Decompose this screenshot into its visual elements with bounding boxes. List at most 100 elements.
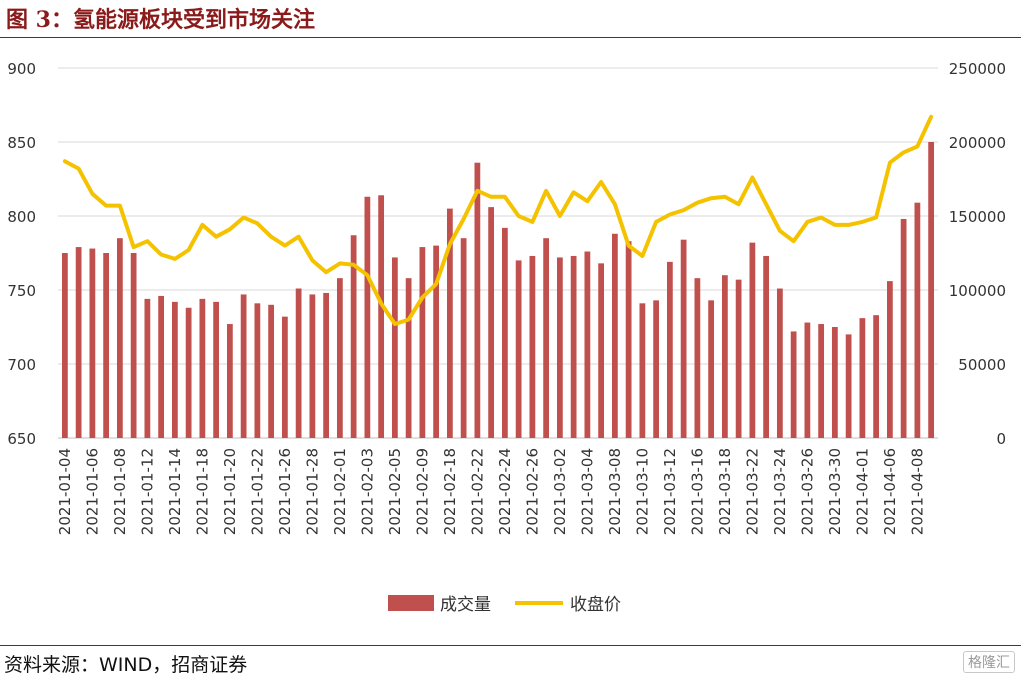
x-tick-label: 2021-03-12 [661,448,679,535]
x-tick-label: 2021-01-26 [276,448,294,535]
right-tick-label: 250000 [949,60,1006,78]
x-tick-label: 2021-02-24 [496,448,514,535]
x-tick-label: 2021-03-24 [771,448,789,535]
volume-bar [556,257,563,438]
volume-bar [735,279,742,438]
x-tick-label: 2021-02-01 [331,448,349,535]
x-tick-label: 2021-02-03 [358,448,376,535]
volume-bar [116,238,123,438]
x-tick-label: 2021-03-08 [606,448,624,535]
volume-bar [680,239,687,438]
x-tick-label: 2021-01-14 [166,448,184,535]
volume-bar [653,300,660,438]
volume-bar [543,238,550,438]
x-tick-label: 2021-01-20 [221,448,239,535]
x-tick-label: 2021-01-06 [83,448,101,535]
legend-bar-label: 成交量 [440,595,491,615]
volume-bar [598,263,605,438]
volume-bar [666,261,673,438]
volume-bar [831,327,838,438]
close-price-series [62,114,934,326]
x-tick-label: 2021-01-04 [56,448,74,535]
x-axis: 2021-01-04 2021-01-06 2021-01-08 2021-01-12… [56,448,927,535]
figure-title: 图 3：氢能源板块受到市场关注 [6,7,315,33]
legend-bar-swatch [388,595,434,611]
x-tick-label: 2021-04-06 [881,448,899,535]
volume-bar [928,142,935,438]
left-tick-label: 650 [7,430,36,448]
x-tick-label: 2021-03-30 [826,448,844,535]
volume-bar [694,278,701,438]
title-divider [0,37,1021,38]
volume-bar [488,207,495,438]
volume-bar [845,334,852,438]
volume-bar [873,315,880,438]
x-tick-label: 2021-04-08 [908,448,926,535]
volume-bar [268,304,275,438]
volume-bar [323,292,330,438]
watermark-logo: 格隆汇 [963,651,1015,673]
volume-bar [886,281,893,438]
volume-bar [419,247,426,438]
x-tick-label: 2021-01-28 [303,448,321,535]
volume-bar [433,245,440,438]
volume-bar [460,238,467,438]
volume-bar [350,235,357,438]
legend-line-label: 收盘价 [570,595,621,615]
x-tick-label: 2021-02-26 [523,448,541,535]
volume-bars [61,142,935,438]
x-tick-label: 2021-02-05 [386,448,404,535]
x-tick-label: 2021-04-01 [853,448,871,535]
right-tick-label: 50000 [958,356,1006,374]
volume-bar [501,227,508,438]
right-tick-label: 200000 [949,134,1006,152]
source-note: 资料来源：WIND，招商证券 [4,654,248,676]
volume-bar [639,303,646,438]
volume-bar [474,162,481,438]
x-tick-label: 2021-02-09 [413,448,431,535]
x-tick-label: 2021-01-08 [111,448,129,535]
volume-bar [158,295,165,438]
volume-bar [185,307,192,438]
volume-bar [859,318,866,438]
volume-bar [378,195,385,438]
x-tick-label: 2021-03-04 [578,448,596,535]
right-tick-label: 150000 [949,208,1006,226]
x-tick-label: 2021-01-12 [138,448,156,535]
x-tick-label: 2021-03-26 [798,448,816,535]
volume-bar [89,248,96,438]
volume-bar [625,241,632,438]
volume-bar [611,233,618,438]
volume-bar [790,331,797,438]
right-axis: 0 50000 100000 150000 200000 250000 [949,60,1006,448]
volume-bar [130,253,137,438]
volume-bar [818,324,825,438]
x-tick-label: 2021-03-02 [551,448,569,535]
x-tick-label: 2021-01-22 [248,448,266,535]
volume-bar [226,324,233,438]
x-tick-label: 2021-03-16 [688,448,706,535]
volume-bar [240,294,247,438]
volume-bar [446,208,453,438]
volume-bar [295,288,302,438]
volume-bar [584,251,591,438]
volume-bar [364,196,371,438]
left-tick-label: 750 [7,282,36,300]
left-axis: 650 700 750 800 850 900 [7,60,36,448]
volume-bar [213,301,220,438]
volume-bar [515,260,522,438]
x-tick-label: 2021-03-22 [743,448,761,535]
volume-bar [171,301,178,438]
left-tick-label: 700 [7,356,36,374]
right-tick-label: 100000 [949,282,1006,300]
volume-bar [804,322,811,438]
volume-bar [61,253,68,438]
x-tick-label: 2021-01-18 [193,448,211,535]
volume-bar [914,202,921,438]
volume-bar [708,300,715,438]
left-tick-label: 800 [7,208,36,226]
volume-bar [763,255,770,438]
volume-bar [199,298,206,438]
volume-bar [309,294,316,438]
volume-bar [336,278,343,438]
